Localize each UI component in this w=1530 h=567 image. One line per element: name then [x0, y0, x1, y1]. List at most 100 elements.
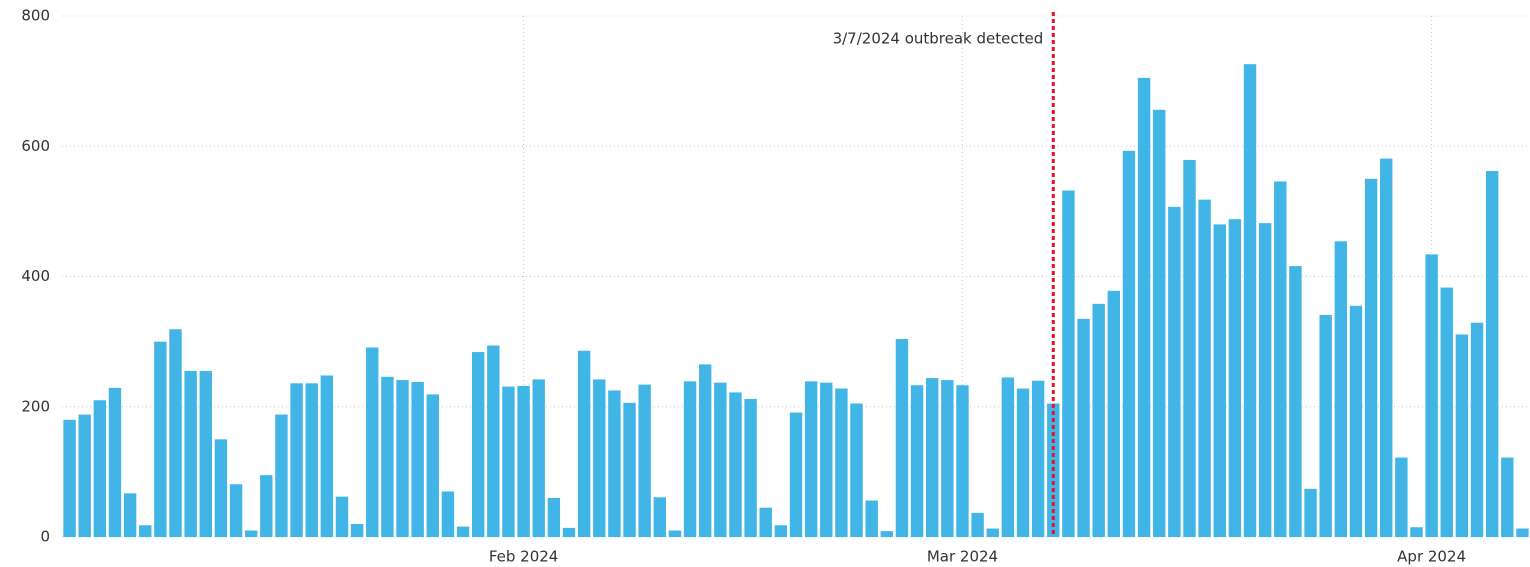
bar — [698, 364, 712, 537]
bar — [623, 402, 636, 537]
bar — [108, 387, 122, 537]
bar — [1334, 241, 1348, 537]
bar — [411, 382, 424, 537]
bar — [139, 525, 152, 537]
bar — [350, 523, 364, 537]
bar — [668, 530, 682, 537]
bar — [653, 497, 666, 537]
x-tick-label: Apr 2024 — [1397, 548, 1466, 566]
bar — [1031, 380, 1045, 537]
bar — [290, 383, 303, 537]
bar — [1470, 322, 1484, 537]
bar — [381, 376, 394, 537]
x-tick-label: Feb 2024 — [489, 548, 559, 566]
bar — [880, 531, 894, 537]
bar — [1062, 190, 1075, 537]
bar — [396, 380, 409, 537]
bar — [1137, 77, 1151, 538]
y-tick-label: 200 — [21, 397, 50, 415]
bar — [895, 339, 909, 537]
bar — [986, 528, 999, 537]
bar — [1168, 206, 1181, 537]
bar — [471, 352, 485, 537]
bar — [93, 400, 107, 537]
bar — [577, 350, 591, 537]
bar — [169, 329, 182, 537]
annotation-text: 3/7/2024 outbreak detected — [833, 30, 1044, 48]
bar — [774, 525, 788, 537]
bar — [1243, 64, 1257, 537]
bar — [759, 507, 772, 537]
bar — [441, 491, 455, 537]
y-tick-label: 600 — [21, 137, 50, 155]
bar — [1501, 457, 1514, 537]
bar — [1516, 528, 1529, 537]
bar — [1319, 314, 1332, 537]
bar — [517, 385, 530, 537]
bar — [123, 493, 137, 537]
bar — [335, 496, 349, 537]
bar — [744, 398, 757, 537]
bar — [1289, 266, 1302, 537]
bar — [789, 412, 803, 537]
bar — [683, 381, 697, 537]
bar — [214, 439, 228, 537]
bar — [593, 379, 606, 537]
bar — [1364, 178, 1378, 537]
bar — [714, 382, 727, 537]
bar — [154, 341, 167, 537]
bar — [1258, 223, 1272, 537]
bar — [1183, 159, 1196, 537]
bar — [260, 475, 273, 537]
bar — [184, 370, 197, 537]
bar — [1380, 158, 1393, 537]
bar — [804, 381, 818, 537]
bar — [1092, 303, 1105, 537]
bar — [608, 390, 621, 537]
bar — [229, 484, 243, 537]
bar — [1425, 254, 1438, 538]
bar — [956, 385, 969, 537]
y-tick-label: 800 — [21, 7, 50, 25]
bar — [366, 347, 379, 537]
bar — [1198, 199, 1211, 537]
bar — [1349, 305, 1363, 537]
bar — [1153, 109, 1166, 537]
x-tick-label: Mar 2024 — [927, 548, 998, 566]
bar — [1001, 377, 1015, 537]
bar — [244, 530, 258, 537]
bar — [835, 388, 848, 537]
bar — [1274, 181, 1287, 538]
bar — [865, 500, 878, 537]
bar — [456, 526, 470, 537]
bar — [941, 380, 954, 537]
bar — [275, 414, 288, 537]
bar — [729, 392, 742, 537]
bar — [1077, 318, 1090, 537]
bar — [305, 383, 318, 537]
bar — [1213, 224, 1226, 537]
bar — [547, 497, 561, 537]
bar — [1440, 287, 1453, 537]
bar — [820, 382, 833, 537]
bar — [320, 375, 334, 537]
bar — [1107, 290, 1121, 537]
bar — [850, 403, 863, 537]
y-tick-label: 0 — [40, 528, 50, 546]
bar — [532, 379, 545, 537]
bar — [1485, 170, 1499, 537]
bar — [1016, 388, 1030, 537]
bar — [1122, 150, 1136, 537]
bar — [926, 378, 939, 537]
bar — [426, 394, 439, 537]
bar — [910, 385, 924, 537]
bar — [1455, 334, 1469, 537]
bar — [1410, 527, 1423, 537]
bar — [562, 527, 576, 537]
y-tick-label: 400 — [21, 267, 50, 285]
bar — [1304, 488, 1317, 537]
bar — [63, 419, 76, 537]
bar — [1228, 219, 1242, 537]
bar — [199, 370, 212, 537]
